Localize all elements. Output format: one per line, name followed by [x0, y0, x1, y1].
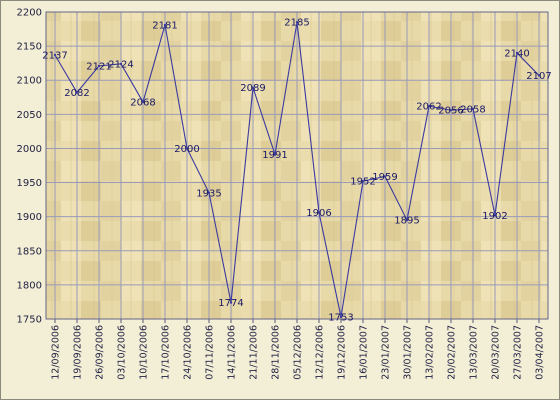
data-point: [53, 53, 57, 57]
y-tick-label: 1750: [17, 315, 42, 326]
data-label: 1895: [394, 216, 419, 227]
y-tick-label: 1800: [17, 280, 42, 291]
data-point: [317, 211, 321, 214]
data-label: 2185: [284, 18, 309, 29]
data-point: [361, 179, 365, 183]
x-tick-label: 10/10/2006: [139, 325, 150, 380]
y-tick-label: 2000: [17, 144, 42, 155]
x-tick-label: 19/09/2006: [73, 325, 84, 380]
data-point: [141, 100, 145, 104]
data-label: 2181: [152, 20, 177, 31]
data-point: [295, 21, 299, 24]
data-label: 2000: [174, 144, 199, 155]
data-label: 1753: [328, 312, 353, 323]
x-tick-label: 05/12/2006: [293, 325, 304, 380]
x-tick-label: 24/10/2006: [183, 325, 194, 380]
y-tick-label: 2200: [17, 8, 42, 19]
y-tick-label: 2150: [17, 42, 42, 53]
x-tick-label: 28/11/2006: [271, 325, 282, 380]
data-label: 2140: [504, 48, 529, 59]
x-tick-label: 14/11/2006: [227, 325, 238, 380]
data-point: [75, 91, 79, 94]
data-point: [251, 86, 255, 89]
y-tick-label: 2050: [17, 110, 42, 121]
data-label: 2058: [460, 104, 485, 115]
series-layer: [53, 21, 541, 319]
data-point: [383, 175, 387, 178]
data-label: 1991: [262, 150, 287, 161]
data-point: [119, 62, 123, 66]
data-label: 1906: [306, 208, 331, 219]
data-label: 1959: [372, 172, 397, 183]
data-point: [339, 315, 343, 319]
y-tick-label: 1850: [17, 246, 42, 257]
x-tick-label: 03/04/2007: [535, 325, 546, 380]
x-tick-label: 12/09/2006: [51, 325, 62, 380]
y-tick-label: 1950: [17, 178, 42, 189]
x-tick-label: 23/01/2007: [381, 325, 392, 380]
data-point: [427, 104, 431, 108]
x-tick-label: 12/12/2006: [315, 325, 326, 380]
data-label: 2089: [240, 83, 265, 94]
data-point: [471, 107, 475, 111]
x-tick-label: 21/11/2006: [249, 325, 260, 380]
data-label: 2068: [130, 98, 155, 109]
data-point: [207, 191, 211, 194]
data-label: 1902: [482, 211, 507, 222]
data-label: 2056: [438, 106, 463, 117]
data-label: 2124: [108, 59, 133, 70]
data-label: 2082: [64, 88, 89, 99]
x-tick-label: 20/02/2007: [447, 325, 458, 380]
data-point: [229, 301, 233, 304]
axes: 1750 1800 1850 1900 1950 2000 2050 2100 2150 2200…: [17, 8, 549, 380]
x-tick-label: 27/03/2007: [513, 325, 524, 380]
data-point: [493, 214, 497, 217]
data-label: 2121: [86, 61, 111, 72]
data-label: 1935: [196, 188, 221, 199]
data-label: 2062: [416, 102, 441, 113]
x-tick-label: 19/12/2006: [337, 325, 348, 380]
data-point: [449, 109, 453, 112]
plot-border: [45, 11, 549, 320]
x-tick-label: 30/01/2007: [403, 325, 414, 380]
x-tick-label: 07/11/2006: [205, 325, 216, 380]
gridlines: [46, 11, 548, 320]
x-tick-label: 13/03/2007: [469, 325, 480, 380]
x-tick-label: 16/01/2007: [359, 325, 370, 380]
data-label: 2137: [42, 50, 67, 61]
data-point: [405, 218, 409, 222]
data-point: [515, 51, 519, 55]
y-tick-label: 2100: [17, 76, 42, 87]
data-point: [537, 74, 541, 77]
x-tick-label: 26/09/2006: [95, 325, 106, 380]
data-label: 1774: [218, 298, 243, 309]
x-tick-label: 13/02/2007: [425, 325, 436, 380]
data-point: [163, 23, 167, 27]
data-label: 1952: [350, 177, 375, 188]
x-tick-label: 03/10/2006: [117, 325, 128, 380]
data-label: 2107: [526, 71, 551, 82]
y-tick-label: 1900: [17, 212, 42, 223]
x-tick-label: 20/03/2007: [491, 325, 502, 380]
data-point: [185, 147, 189, 150]
x-tick-label: 17/10/2006: [161, 325, 172, 380]
data-point: [273, 153, 277, 156]
data-point: [97, 64, 101, 68]
